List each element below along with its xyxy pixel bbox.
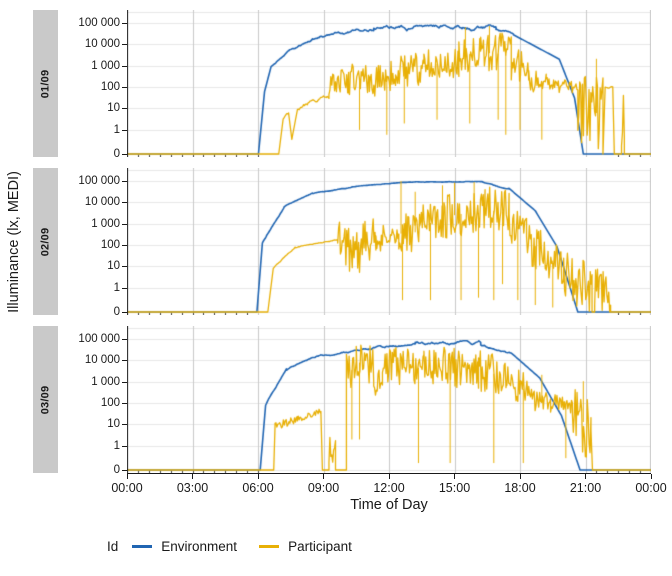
- y-tick-label: 10 000: [84, 196, 120, 209]
- x-tick-label: 00:00: [635, 481, 667, 495]
- y-axis-title: Illuminance (lx, MEDI): [6, 171, 22, 313]
- y-tick-label: 100: [100, 238, 120, 251]
- legend-items: Environment Participant: [132, 539, 374, 554]
- y-tick-mark: [122, 312, 127, 313]
- legend-item-participant: Participant: [259, 539, 352, 554]
- y-tick-label: 10: [107, 260, 120, 273]
- x-axis-line: [127, 473, 651, 474]
- y-tick-mark: [122, 360, 127, 362]
- y-tick-mark: [122, 108, 127, 110]
- x-tick-mark: [257, 474, 259, 479]
- x-tick-label: 15:00: [438, 481, 471, 495]
- facet-strip-label: 01/09: [39, 69, 52, 98]
- y-tick-label: 100 000: [78, 175, 120, 187]
- y-tick-mark: [122, 381, 127, 383]
- y-tick-mark: [122, 339, 127, 340]
- y-tick-mark: [122, 154, 127, 155]
- x-tick-label: 21:00: [569, 481, 602, 495]
- y-tick-mark: [122, 266, 127, 268]
- facet-strip: 02/09: [33, 168, 58, 315]
- legend-item-label: Participant: [288, 539, 352, 554]
- y-tick-mark: [122, 223, 127, 225]
- facet-strip: 03/09: [33, 326, 58, 473]
- legend-item-label: Environment: [161, 539, 238, 554]
- y-tick-label: 1: [113, 281, 120, 294]
- y-tick-label: 10 000: [84, 38, 120, 51]
- y-tick-mark: [122, 44, 127, 46]
- y-tick-mark: [122, 181, 127, 182]
- y-tick-label: 100 000: [78, 333, 120, 345]
- y-tick-label: 0: [113, 148, 120, 160]
- y-tick-label: 10 000: [84, 354, 120, 367]
- y-tick-label: 1: [113, 123, 120, 136]
- facet-panel-03-09: [127, 326, 651, 473]
- y-tick-label: 0: [113, 464, 120, 476]
- facet-panel-02-09: [127, 168, 651, 315]
- y-tick-label: 100: [100, 396, 120, 409]
- legend-line-swatch: [259, 545, 280, 548]
- y-tick-label: 100 000: [78, 17, 120, 29]
- facet-panel-01-09: [127, 10, 651, 157]
- x-tick-mark: [585, 474, 586, 479]
- x-tick-label: 09:00: [307, 481, 340, 495]
- facet-strip-label: 03/09: [39, 385, 52, 414]
- y-tick-label: 100: [100, 80, 120, 93]
- y-tick-label: 10: [107, 418, 120, 431]
- y-tick-mark: [122, 129, 127, 131]
- y-tick-mark: [122, 287, 127, 289]
- y-tick-mark: [122, 470, 127, 471]
- x-tick-mark: [192, 474, 193, 479]
- y-tick-label: 10: [107, 102, 120, 115]
- x-tick-label: 00:00: [111, 481, 143, 495]
- legend: Id Environment Participant: [107, 539, 374, 554]
- y-tick-mark: [122, 23, 127, 24]
- x-tick-mark: [454, 474, 455, 479]
- facet-strip: 01/09: [33, 10, 58, 157]
- y-tick-label: 1 000: [91, 375, 120, 388]
- x-tick-label: 18:00: [504, 481, 536, 495]
- x-tick-mark: [519, 474, 521, 479]
- x-tick-label: 06:00: [242, 481, 274, 495]
- legend-line-swatch: [132, 545, 153, 548]
- y-tick-mark: [122, 65, 127, 67]
- y-tick-label: 0: [113, 306, 120, 318]
- x-tick-mark: [650, 474, 652, 479]
- y-tick-label: 1: [113, 439, 120, 452]
- x-tick-label: 12:00: [373, 481, 405, 495]
- y-tick-mark: [122, 424, 127, 426]
- y-tick-mark: [122, 445, 127, 447]
- y-tick-label: 1 000: [91, 59, 120, 72]
- x-axis-title: Time of Day: [350, 497, 428, 513]
- y-tick-mark: [122, 244, 127, 246]
- x-tick-mark: [126, 474, 128, 479]
- y-tick-mark: [122, 202, 127, 204]
- x-tick-mark: [323, 474, 324, 479]
- legend-item-environment: Environment: [132, 539, 237, 554]
- y-tick-mark: [122, 86, 127, 88]
- y-tick-mark: [122, 402, 127, 404]
- y-tick-label: 1 000: [91, 217, 120, 230]
- facet-strip-label: 02/09: [39, 227, 52, 256]
- legend-title: Id: [107, 539, 119, 554]
- x-tick-mark: [388, 474, 390, 479]
- x-tick-label: 03:00: [176, 481, 209, 495]
